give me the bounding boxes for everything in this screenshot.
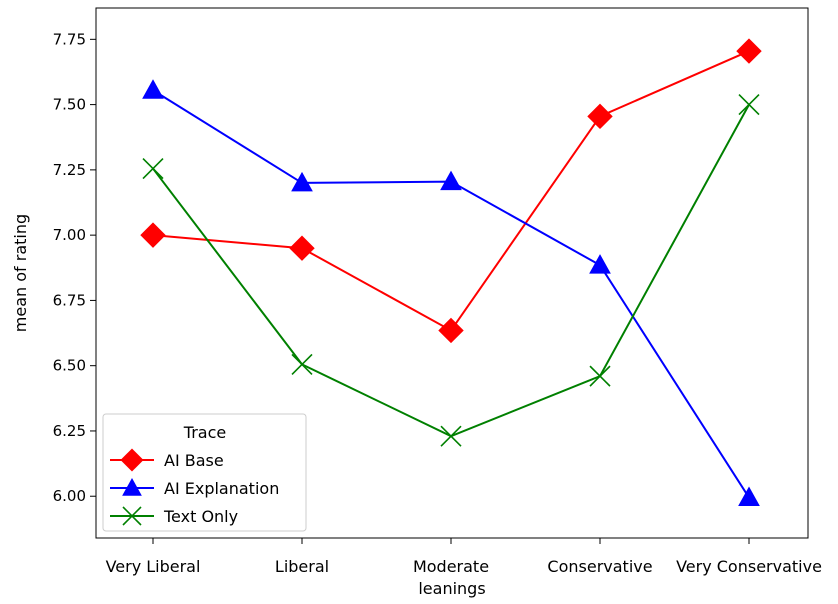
data-point-text-only-very-liberal — [142, 158, 164, 180]
data-point-ai-explanation-very-liberal — [142, 79, 164, 99]
data-point-ai-base-moderate — [438, 317, 464, 344]
data-point-ai-base-liberal — [289, 235, 315, 261]
data-point-ai-explanation-conservative — [589, 254, 611, 274]
legend-entries: AI Base AI Explanation Text Only — [110, 448, 279, 526]
data-point-text-only-liberal — [291, 353, 313, 375]
legend-label-ai-explanation: AI Explanation — [164, 479, 279, 498]
y-axis-label: mean of rating — [11, 214, 30, 332]
series-text-only — [142, 94, 760, 447]
x-tick-label-conservative: Conservative — [547, 557, 652, 576]
series-ai-explanation — [142, 79, 760, 507]
data-point-ai-base-very-conservative — [736, 38, 762, 64]
data-point-text-only-moderate — [440, 425, 462, 447]
legend-marker-ai-explanation — [122, 477, 142, 496]
y-tick-label: 6.75 — [53, 291, 86, 309]
series-layer — [140, 38, 762, 507]
x-tick-label-very-conservative: Very Conservative — [676, 557, 822, 576]
legend: Trace AI Base AI Explanation Text Only — [102, 413, 307, 532]
data-point-ai-base-conservative — [587, 103, 613, 130]
legend-label-ai-base: AI Base — [164, 451, 224, 470]
plot-frame — [95, 7, 809, 539]
y-tick-label: 7.75 — [53, 30, 86, 48]
data-point-ai-explanation-liberal — [291, 171, 313, 192]
y-tick-label: 7.25 — [53, 161, 86, 179]
legend-entry-ai-explanation: AI Explanation — [110, 477, 279, 498]
x-tick-label-moderate: Moderate — [413, 557, 489, 576]
legend-entry-ai-base: AI Base — [110, 448, 224, 472]
legend-box — [102, 413, 307, 532]
data-point-text-only-very-conservative — [738, 94, 760, 116]
y-tick-label: 7.00 — [53, 226, 86, 244]
x-tick-label-liberal: Liberal — [275, 557, 329, 576]
y-axis: 6.00 6.25 6.50 6.75 7.00 7.25 7.50 7.75 — [53, 30, 96, 505]
x-axis-label: leanings — [418, 579, 485, 598]
legend-entry-text-only: Text Only — [110, 506, 238, 526]
data-point-text-only-conservative — [589, 365, 611, 387]
legend-marker-text-only — [122, 506, 142, 526]
y-tick-label: 6.00 — [53, 487, 86, 505]
series-ai-base — [140, 38, 762, 344]
data-point-ai-explanation-moderate — [440, 170, 462, 191]
y-tick-label: 6.50 — [53, 357, 86, 375]
data-point-ai-base-very-liberal — [140, 222, 166, 248]
data-point-ai-explanation-very-conservative — [738, 486, 760, 507]
y-tick-label: 7.50 — [53, 96, 86, 114]
x-axis: Very Liberal Liberal Moderate Conservative V… — [106, 538, 822, 576]
legend-marker-ai-base — [120, 448, 144, 472]
x-tick-label-very-liberal: Very Liberal — [106, 557, 201, 576]
legend-title: Trace — [183, 423, 226, 442]
legend-label-text-only: Text Only — [163, 507, 238, 526]
y-tick-label: 6.25 — [53, 422, 86, 440]
